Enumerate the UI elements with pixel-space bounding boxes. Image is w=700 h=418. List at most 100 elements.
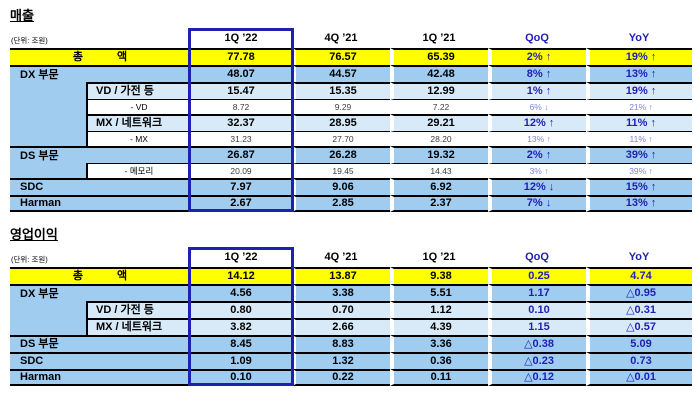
value-cell: 0.11	[390, 369, 489, 386]
value-cell: 0.22	[292, 369, 391, 386]
row-label: SDC	[10, 352, 191, 369]
qoq-cell: 6% ↓	[488, 99, 587, 114]
value-cell: 2.85	[292, 195, 391, 212]
header-row: (단위: 조원) 1Q ’22 4Q ’21 1Q ’21 QoQ YoY	[10, 247, 692, 267]
group-filler-cell	[86, 146, 191, 163]
revenue-section-title: 매출	[10, 8, 34, 23]
qoq-cell: 8% ↑	[488, 65, 587, 82]
value-cell: 31.23	[190, 131, 293, 146]
column-header: 1Q ’22	[224, 251, 258, 263]
value-cell: 9.06	[292, 178, 391, 195]
table-row: DS 부문 26.87 26.28 19.32 2% ↑ 39% ↑	[10, 146, 693, 178]
row-sublabel: MX / 네트워크	[86, 318, 191, 335]
qoq-cell: △0.12	[488, 369, 587, 386]
value-cell: 42.48	[390, 65, 489, 82]
value-cell: 0.70	[292, 301, 391, 318]
value-cell: 1.32	[292, 352, 391, 369]
value-cell: 8.83	[292, 335, 391, 352]
value-cell: 19.45	[292, 163, 391, 178]
value-cell: 32.37	[190, 114, 293, 131]
yoy-cell: 39% ↑	[586, 163, 693, 178]
value-cell: 14.12	[190, 267, 293, 284]
table-row: 총 액 14.12 13.87 9.38 0.25 4.74	[10, 267, 693, 284]
yoy-cell: 15% ↑	[586, 178, 693, 195]
value-cell: 29.21	[390, 114, 489, 131]
row-label: DS 부문	[10, 146, 86, 178]
table-row: MX / 네트워크 3.82 2.66 4.39 1.15 △0.57	[10, 318, 693, 335]
value-cell: 76.57	[292, 48, 391, 65]
value-cell: 48.07	[190, 65, 293, 82]
value-cell: 3.38	[292, 284, 391, 301]
table-row: Harman 0.10 0.22 0.11 △0.12 △0.01	[10, 369, 693, 386]
row-label: DX 부문	[10, 284, 86, 335]
qoq-cell: 2% ↑	[488, 48, 587, 65]
qoq-cell: 12% ↑	[488, 114, 587, 131]
table-row: - VD 8.72 9.29 7.22 6% ↓ 21% ↑	[10, 99, 693, 114]
group-filler-cell	[86, 284, 191, 301]
yoy-cell: 5.09	[586, 335, 693, 352]
value-cell: 27.70	[292, 131, 391, 146]
revenue-table-wrapper: (단위: 조원) 1Q ’22 4Q ’21 1Q ’21 QoQ YoY 총 액 77.78 7…	[10, 28, 693, 212]
value-cell: 20.09	[190, 163, 293, 178]
table-row: DX 부문 48.07 44.57 42.48 8% ↑ 13% ↑	[10, 65, 693, 146]
column-header: 4Q ’21	[324, 251, 358, 263]
value-cell: 1.12	[390, 301, 489, 318]
yoy-cell: △0.95	[586, 284, 693, 301]
value-cell: 8.72	[190, 99, 293, 114]
qoq-cell: △0.23	[488, 352, 587, 369]
row-label: Harman	[10, 369, 191, 386]
value-cell: 9.29	[292, 99, 391, 114]
qoq-cell: 1% ↑	[488, 82, 587, 99]
value-cell: 44.57	[292, 65, 391, 82]
revenue-table: (단위: 조원) 1Q ’22 4Q ’21 1Q ’21 QoQ YoY 총 액 77.78 7…	[10, 28, 693, 212]
value-cell: 7.97	[190, 178, 293, 195]
yoy-cell: 11% ↑	[586, 131, 693, 146]
value-cell: 3.82	[190, 318, 293, 335]
table-row: Harman 2.67 2.85 2.37 7% ↓ 13% ↑	[10, 195, 693, 212]
qoq-cell: △0.38	[488, 335, 587, 352]
row-sublabel: MX / 네트워크	[86, 114, 191, 131]
table-row: MX / 네트워크 32.37 28.95 29.21 12% ↑ 11% ↑	[10, 114, 693, 131]
value-cell: 0.36	[390, 352, 489, 369]
yoy-cell: 11% ↑	[586, 114, 693, 131]
value-cell: 12.99	[390, 82, 489, 99]
column-header: 1Q ’21	[422, 251, 456, 263]
value-cell: 4.39	[390, 318, 489, 335]
yoy-cell: 4.74	[586, 267, 693, 284]
table-row: SDC 1.09 1.32 0.36 △0.23 0.73	[10, 352, 693, 369]
row-sublabel: - MX	[86, 131, 191, 146]
value-cell: 26.28	[292, 146, 391, 163]
qoq-cell: 3% ↑	[488, 163, 587, 178]
value-cell: 28.20	[390, 131, 489, 146]
table-row: - 메모리 20.09 19.45 14.43 3% ↑ 39% ↑	[10, 163, 693, 178]
revenue-section: 매출 (단위: 조원) 1Q ’22 4Q ’21 1Q ’21 QoQ YoY 총 액 77.…	[10, 3, 693, 212]
header-row: (단위: 조원) 1Q ’22 4Q ’21 1Q ’21 QoQ YoY	[10, 28, 692, 48]
value-cell: 77.78	[190, 48, 293, 65]
value-cell: 14.43	[390, 163, 489, 178]
qoq-cell: 13% ↑	[488, 131, 587, 146]
column-header: 1Q ’21	[422, 32, 456, 44]
value-cell: 0.10	[190, 369, 293, 386]
row-label-part: 액	[117, 50, 128, 63]
row-label-part: 액	[117, 269, 128, 282]
yoy-cell: 19% ↑	[586, 48, 693, 65]
row-label: Harman	[10, 195, 191, 212]
table-row: 총 액 77.78 76.57 65.39 2% ↑ 19% ↑	[10, 48, 693, 65]
value-cell: 2.66	[292, 318, 391, 335]
qoq-cell: 2% ↑	[488, 146, 587, 163]
qoq-cell: 7% ↓	[488, 195, 587, 212]
table-row: SDC 7.97 9.06 6.92 12% ↓ 15% ↑	[10, 178, 693, 195]
operating-profit-table: (단위: 조원) 1Q ’22 4Q ’21 1Q ’21 QoQ YoY 총 액 14.12 1…	[10, 247, 693, 386]
qoq-cell: 12% ↓	[488, 178, 587, 195]
yoy-cell: 21% ↑	[586, 99, 693, 114]
row-sublabel: - VD	[86, 99, 191, 114]
row-label: DS 부문	[10, 335, 191, 352]
value-cell: 4.56	[190, 284, 293, 301]
value-cell: 26.87	[190, 146, 293, 163]
value-cell: 1.09	[190, 352, 293, 369]
row-sublabel: - 메모리	[86, 163, 191, 178]
qoq-cell: 1.17	[488, 284, 587, 301]
table-row: VD / 가전 등 0.80 0.70 1.12 0.10 △0.31	[10, 301, 693, 318]
value-cell: 19.32	[390, 146, 489, 163]
